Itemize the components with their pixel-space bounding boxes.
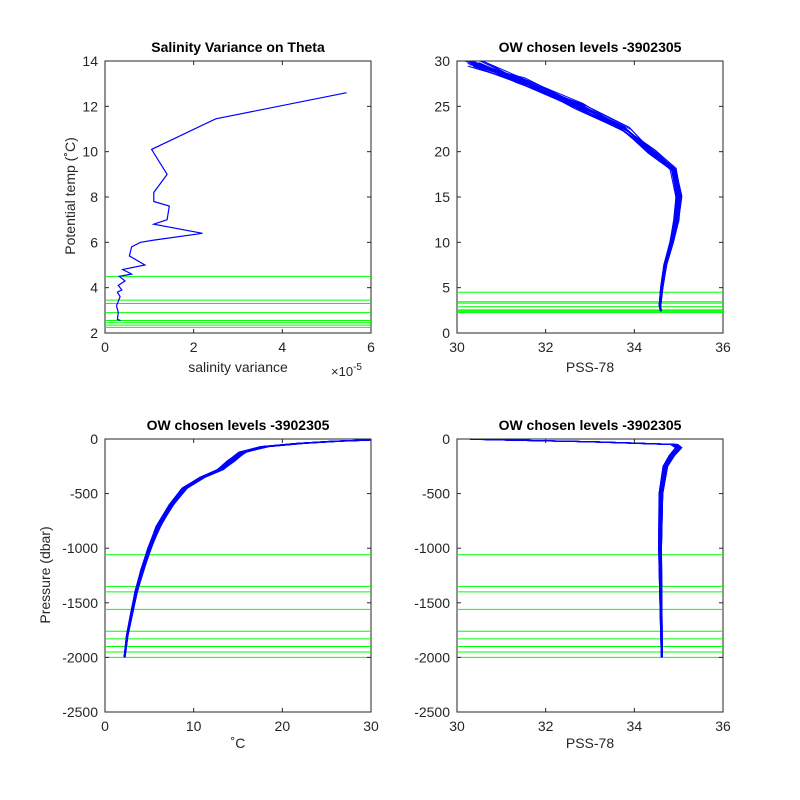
axes-box — [104, 438, 372, 713]
y-tick-label: 15 — [434, 189, 450, 205]
x-tick-label: 32 — [538, 339, 554, 355]
profile-line — [124, 439, 371, 658]
x-tick-label: 0 — [101, 718, 109, 734]
y-tick-label: 30 — [434, 53, 450, 69]
y-tick-label: 0 — [442, 431, 450, 447]
x-axis-label: PSS-78 — [566, 359, 614, 375]
y-tick-label: -1500 — [62, 595, 98, 611]
y-tick-label: -2500 — [414, 704, 450, 720]
panel-title: OW chosen levels -3902305 — [499, 417, 682, 433]
x-tick-label: 34 — [627, 718, 643, 734]
y-tick-label: -1000 — [62, 540, 98, 556]
y-tick-label: -2000 — [62, 649, 98, 665]
x-exponent-label: ×10-5 — [331, 362, 362, 379]
y-tick-label: -1500 — [414, 595, 450, 611]
y-tick-label: 25 — [434, 98, 450, 114]
x-tick-label: 6 — [367, 339, 375, 355]
panel-salinity-variance: Salinity Variance on Theta salinity vari… — [62, 39, 375, 379]
y-tick-label: 10 — [82, 144, 98, 160]
y-tick-label: 10 — [434, 234, 450, 250]
x-tick-label: 36 — [715, 339, 731, 355]
profile-line — [471, 62, 677, 312]
panel-title: OW chosen levels -3902305 — [147, 417, 330, 433]
x-tick-label: 30 — [363, 718, 379, 734]
x-tick-label: 36 — [715, 718, 731, 734]
plot-area — [457, 61, 723, 314]
x-tick-label: 30 — [449, 339, 465, 355]
y-tick-label: 20 — [434, 144, 450, 160]
x-tick-label: 32 — [538, 718, 554, 734]
x-axis-label: PSS-78 — [566, 735, 614, 751]
y-tick-label: 14 — [82, 53, 98, 69]
x-tick-label: 2 — [190, 339, 198, 355]
y-tick-label: 12 — [82, 98, 98, 114]
x-axis-label: ˚C — [231, 735, 246, 751]
y-tick-label: 5 — [442, 280, 450, 296]
y-tick-label: -500 — [70, 486, 98, 502]
panel-salinity-pressure: OW chosen levels -3902305 PSS-78 30 32 34 3… — [414, 417, 731, 751]
panel-salinity-theta: OW chosen levels -3902305 PSS-78 30 32 34 3… — [434, 39, 731, 375]
x-tick-label: 4 — [278, 339, 286, 355]
y-tick-label: 8 — [90, 189, 98, 205]
x-tick-label: 30 — [449, 718, 465, 734]
y-axis-label: Potential temp (˚C) — [62, 137, 78, 254]
plot-area — [105, 92, 371, 328]
profile-line — [123, 439, 366, 658]
x-exponent-power: -5 — [353, 362, 362, 373]
panel-temperature-pressure: OW chosen levels -3902305 ˚C Pressure (d… — [37, 417, 379, 751]
y-tick-label: 0 — [90, 431, 98, 447]
axes-box — [456, 438, 724, 713]
y-tick-label: -2000 — [414, 649, 450, 665]
y-tick-label: 2 — [90, 325, 98, 341]
y-tick-label: -500 — [422, 486, 450, 502]
y-tick-label: 0 — [442, 325, 450, 341]
y-tick-label: -1000 — [414, 540, 450, 556]
y-tick-label: 6 — [90, 234, 98, 250]
y-axis-label: Pressure (dbar) — [37, 526, 53, 623]
y-tick-label: 4 — [90, 280, 98, 296]
x-exponent-base: ×10 — [331, 364, 353, 379]
y-tick-label: -2500 — [62, 704, 98, 720]
plot-area — [457, 439, 723, 658]
series-line — [115, 92, 347, 322]
x-tick-label: 10 — [186, 718, 202, 734]
x-axis-label: salinity variance — [188, 359, 288, 375]
panel-title: Salinity Variance on Theta — [151, 39, 325, 55]
plot-area — [105, 439, 371, 658]
x-tick-label: 20 — [275, 718, 291, 734]
profile-line — [469, 439, 677, 658]
axes-box — [104, 60, 372, 334]
x-tick-label: 0 — [101, 339, 109, 355]
panel-title: OW chosen levels -3902305 — [499, 39, 682, 55]
x-tick-label: 34 — [627, 339, 643, 355]
